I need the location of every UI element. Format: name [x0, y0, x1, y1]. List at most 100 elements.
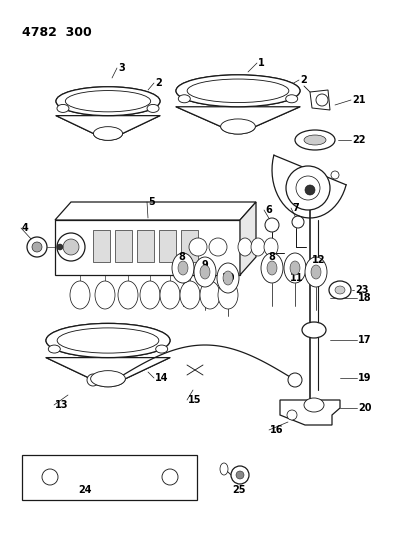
Ellipse shape: [187, 79, 289, 102]
Ellipse shape: [180, 281, 200, 309]
Ellipse shape: [57, 328, 159, 353]
Ellipse shape: [160, 281, 180, 309]
Ellipse shape: [46, 324, 170, 358]
Text: 10: 10: [222, 273, 235, 283]
Text: 22: 22: [352, 135, 366, 145]
Text: 2: 2: [155, 78, 162, 88]
Text: 8: 8: [178, 252, 185, 262]
Ellipse shape: [304, 135, 326, 145]
Ellipse shape: [48, 345, 60, 353]
Ellipse shape: [267, 261, 277, 275]
Polygon shape: [280, 400, 340, 425]
Text: 3: 3: [118, 63, 125, 73]
Ellipse shape: [56, 87, 160, 116]
Ellipse shape: [65, 91, 151, 112]
Ellipse shape: [95, 281, 115, 309]
Circle shape: [87, 374, 99, 386]
Ellipse shape: [304, 398, 324, 412]
Circle shape: [189, 238, 207, 256]
Ellipse shape: [172, 253, 194, 283]
Text: 4782  300: 4782 300: [22, 26, 92, 38]
Circle shape: [27, 237, 47, 257]
Circle shape: [292, 216, 304, 228]
Circle shape: [236, 471, 244, 479]
Circle shape: [296, 176, 320, 200]
Text: 20: 20: [358, 403, 372, 413]
Text: 15: 15: [188, 395, 202, 405]
Ellipse shape: [290, 261, 300, 275]
Circle shape: [286, 166, 330, 210]
Ellipse shape: [93, 127, 122, 140]
Bar: [55, 220, 240, 275]
Polygon shape: [56, 116, 160, 133]
Circle shape: [63, 239, 79, 255]
Ellipse shape: [251, 238, 265, 256]
Ellipse shape: [118, 281, 138, 309]
Ellipse shape: [70, 281, 90, 309]
Ellipse shape: [91, 370, 125, 387]
Text: 2: 2: [300, 75, 307, 85]
Circle shape: [305, 185, 315, 195]
Circle shape: [331, 171, 339, 179]
Ellipse shape: [176, 75, 300, 107]
Ellipse shape: [218, 281, 238, 309]
Bar: [115, 230, 132, 262]
Ellipse shape: [200, 281, 220, 309]
Bar: [22, 455, 197, 500]
Ellipse shape: [261, 253, 283, 283]
Polygon shape: [46, 358, 170, 379]
Text: 1: 1: [258, 58, 265, 68]
Circle shape: [231, 466, 249, 484]
Ellipse shape: [46, 324, 170, 358]
Text: 25: 25: [232, 485, 246, 495]
Text: 17: 17: [358, 335, 372, 345]
Ellipse shape: [56, 87, 160, 116]
Text: 23: 23: [355, 285, 368, 295]
Circle shape: [32, 242, 42, 252]
Ellipse shape: [140, 281, 160, 309]
Ellipse shape: [156, 345, 168, 353]
Text: 14: 14: [155, 373, 169, 383]
Bar: [137, 230, 154, 262]
Ellipse shape: [147, 104, 159, 112]
Circle shape: [162, 469, 178, 485]
Ellipse shape: [187, 79, 289, 102]
Ellipse shape: [194, 257, 216, 287]
Text: 9: 9: [202, 260, 209, 270]
Ellipse shape: [176, 75, 300, 107]
Text: 19: 19: [358, 373, 372, 383]
Circle shape: [265, 218, 279, 232]
Ellipse shape: [57, 328, 159, 353]
Polygon shape: [240, 202, 256, 275]
Ellipse shape: [217, 263, 239, 293]
Text: 11: 11: [290, 273, 304, 283]
Text: 6: 6: [265, 205, 272, 215]
Bar: [159, 230, 176, 262]
Text: 21: 21: [352, 95, 366, 105]
Ellipse shape: [335, 286, 345, 294]
Text: 5: 5: [148, 197, 155, 207]
Ellipse shape: [264, 238, 278, 256]
Text: 13: 13: [55, 400, 69, 410]
Circle shape: [316, 94, 328, 106]
Ellipse shape: [302, 322, 326, 338]
Ellipse shape: [178, 261, 188, 275]
Text: 24: 24: [78, 485, 91, 495]
Ellipse shape: [329, 281, 351, 299]
Bar: [93, 230, 110, 262]
Polygon shape: [176, 107, 300, 126]
Ellipse shape: [238, 238, 252, 256]
Ellipse shape: [305, 257, 327, 287]
Ellipse shape: [200, 265, 210, 279]
Text: 16: 16: [270, 425, 284, 435]
Circle shape: [288, 373, 302, 387]
Circle shape: [287, 410, 297, 420]
Ellipse shape: [178, 95, 190, 103]
Ellipse shape: [93, 127, 122, 140]
Ellipse shape: [286, 95, 298, 103]
Ellipse shape: [65, 91, 151, 112]
Circle shape: [57, 233, 85, 261]
Ellipse shape: [223, 271, 233, 285]
Ellipse shape: [284, 253, 306, 283]
Ellipse shape: [91, 370, 125, 387]
